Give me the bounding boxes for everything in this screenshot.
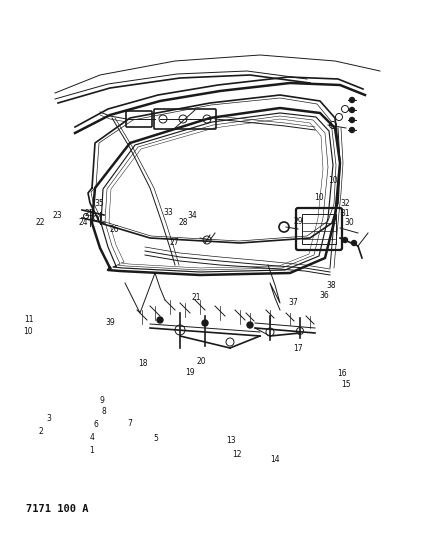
Text: 26: 26 <box>109 225 119 233</box>
Text: 1: 1 <box>89 446 94 455</box>
Circle shape <box>349 117 354 123</box>
Text: 23: 23 <box>53 211 62 220</box>
Text: 33: 33 <box>163 208 172 216</box>
Text: 3: 3 <box>46 415 52 423</box>
Text: 9: 9 <box>99 397 104 405</box>
Text: 14: 14 <box>270 455 279 464</box>
Circle shape <box>349 108 354 112</box>
Text: 18: 18 <box>138 359 147 368</box>
Text: 36: 36 <box>319 292 328 300</box>
Circle shape <box>157 317 163 323</box>
Text: 39: 39 <box>105 318 115 327</box>
Text: 10: 10 <box>314 193 323 201</box>
Text: 15: 15 <box>340 381 350 389</box>
Text: 20: 20 <box>196 357 206 366</box>
Text: 8: 8 <box>101 407 106 416</box>
Text: 31: 31 <box>340 209 349 217</box>
Text: 37: 37 <box>288 298 298 307</box>
Circle shape <box>246 322 253 328</box>
Text: 4: 4 <box>89 433 94 441</box>
Text: 6: 6 <box>93 421 98 429</box>
Text: 12: 12 <box>232 450 241 458</box>
Circle shape <box>349 98 354 102</box>
Text: 28: 28 <box>178 219 188 227</box>
Text: 30: 30 <box>344 219 353 227</box>
Circle shape <box>351 240 356 246</box>
Text: 13: 13 <box>225 436 235 445</box>
Text: 2: 2 <box>38 427 43 436</box>
Text: 27: 27 <box>169 238 178 247</box>
Text: 24: 24 <box>78 219 88 227</box>
Text: 10: 10 <box>328 176 337 184</box>
Text: 16: 16 <box>336 369 345 377</box>
Text: 38: 38 <box>325 281 335 289</box>
Text: 7: 7 <box>127 419 132 428</box>
Circle shape <box>342 238 347 243</box>
Text: 11: 11 <box>24 316 34 324</box>
Circle shape <box>201 320 207 326</box>
Text: 17: 17 <box>293 344 302 352</box>
Text: 25: 25 <box>84 209 93 217</box>
Text: 22: 22 <box>36 219 45 227</box>
Text: 5: 5 <box>153 434 158 442</box>
Text: 35: 35 <box>94 199 104 208</box>
Text: 34: 34 <box>187 212 196 220</box>
Text: 21: 21 <box>191 293 201 302</box>
Text: 29: 29 <box>293 217 302 225</box>
Text: 10: 10 <box>23 327 32 336</box>
Text: 32: 32 <box>340 199 349 208</box>
Circle shape <box>349 127 354 133</box>
Text: 19: 19 <box>185 368 194 376</box>
Text: 7171 100 A: 7171 100 A <box>26 504 88 514</box>
